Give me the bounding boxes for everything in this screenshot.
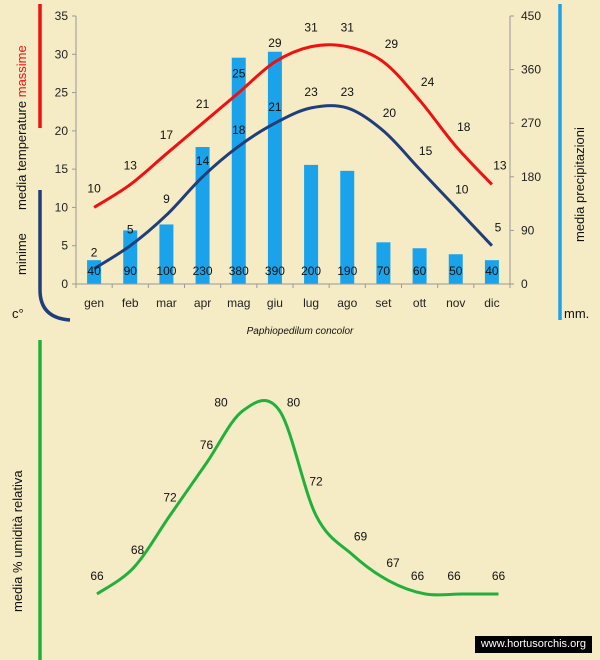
precip-value-label: 70: [377, 264, 391, 278]
precip-bar-nov: [448, 254, 463, 284]
max-temp-label: 13: [124, 158, 138, 172]
max-temp-line: [93, 43, 493, 209]
min-temp-label: 15: [419, 144, 433, 158]
y-left-min-label: minime: [14, 233, 29, 275]
x-tick-label-ott: ott: [413, 296, 427, 310]
y-right-tick-label: 450: [521, 9, 541, 23]
precip-bar-mag: [231, 57, 246, 284]
max-temp-label: 25: [232, 67, 246, 81]
min-temp-label: 10: [455, 182, 469, 196]
max-temp-label: 29: [385, 37, 399, 51]
max-temp-label: 31: [304, 21, 318, 35]
humidity-value-label: 66: [492, 569, 506, 583]
precip-bar-lug: [304, 164, 319, 284]
y-left-tick-label: 25: [55, 86, 69, 100]
max-temp-label: 13: [493, 158, 507, 172]
max-temp-label: 31: [341, 21, 355, 35]
humidity-line: [96, 399, 499, 597]
max-temp-label: 18: [457, 120, 471, 134]
humidity-value-label: 66: [411, 569, 425, 583]
y-right-tick-label: 0: [521, 277, 528, 291]
x-tick-label-apr: apr: [194, 296, 211, 310]
humidity-value-label: 67: [386, 556, 400, 570]
precip-bar-set: [376, 242, 391, 284]
min-temp-label: 21: [268, 100, 282, 114]
humidity-value-label: 76: [200, 438, 214, 452]
humidity-value-label: 80: [214, 396, 228, 410]
humidity-value-label: 72: [309, 474, 323, 488]
precip-value-label: 190: [337, 264, 357, 278]
x-tick-label-mar: mar: [156, 296, 177, 310]
min-temp-label: 9: [163, 192, 170, 206]
x-tick-label-ago: ago: [337, 296, 357, 310]
max-temp-label: 29: [268, 36, 282, 50]
min-temp-label: 5: [127, 223, 134, 237]
humidity-value-label: 66: [90, 569, 104, 583]
precip-bar-giu: [267, 51, 282, 284]
humidity-value-label: 80: [287, 396, 301, 410]
min-temp-label: 23: [341, 85, 355, 99]
precip-value-label: 40: [485, 264, 499, 278]
y-right-unit: mm.: [564, 306, 589, 321]
y-left-tick-label: 30: [55, 47, 69, 61]
x-tick-label-set: set: [375, 296, 392, 310]
precip-value-label: 390: [265, 264, 285, 278]
precip-value-label: 200: [301, 264, 321, 278]
min-temp-label: 2: [91, 246, 98, 260]
watermark: www.hortusorchis.org: [474, 636, 592, 653]
x-tick-label-dic: dic: [484, 296, 499, 310]
min-temp-label: 23: [304, 85, 318, 99]
precip-bar-mar: [159, 224, 174, 284]
y-right-axis-title: media precipitazioni: [572, 127, 587, 242]
humidity-value-label: 69: [354, 530, 368, 544]
precip-value-label: 380: [229, 264, 249, 278]
humidity-value-label: 72: [163, 490, 177, 504]
min-temp-label: 5: [495, 221, 502, 235]
y-right-tick-label: 360: [521, 63, 541, 77]
min-accent-stroke: [38, 190, 71, 322]
x-tick-label-mag: mag: [227, 296, 250, 310]
humidity-value-label: 66: [447, 569, 461, 583]
x-tick-label-feb: feb: [122, 296, 139, 310]
y-left-tick-label: 5: [61, 239, 68, 253]
humidity-value-label: 68: [131, 543, 145, 557]
precip-value-label: 90: [124, 264, 138, 278]
y-right-tick-label: 90: [521, 223, 535, 237]
y-left-tick-label: 20: [55, 124, 69, 138]
x-tick-label-nov: nov: [446, 296, 465, 310]
precip-value-label: 50: [449, 264, 463, 278]
max-temp-label: 21: [196, 97, 210, 111]
min-temp-label: 14: [196, 154, 210, 168]
min-temp-line: [93, 104, 493, 270]
min-temp-label: 18: [232, 123, 246, 137]
y-right-tick-label: 270: [521, 116, 541, 130]
precip-value-label: 230: [193, 264, 213, 278]
x-tick-label-lug: lug: [303, 296, 319, 310]
max-temp-label: 24: [421, 75, 435, 89]
y-right-tick-label: 180: [521, 170, 541, 184]
chart-subtitle: Paphiopedilum concolor: [247, 326, 354, 337]
min-temp-label: 20: [383, 106, 397, 120]
y-left-tick-label: 15: [55, 162, 69, 176]
precip-value-label: 40: [87, 264, 101, 278]
precip-bar-ago: [340, 170, 355, 284]
precip-bar-dic: [484, 260, 499, 284]
precip-value-label: 60: [413, 264, 427, 278]
max-temp-label: 10: [87, 181, 101, 195]
humidity-axis-title: media % umidità relativa: [10, 470, 25, 612]
x-tick-label-giu: giu: [267, 296, 283, 310]
y-left-tick-label: 10: [55, 200, 69, 214]
y-left-tick-label: 0: [61, 277, 68, 291]
y-left-axis-title: media temperature massime: [14, 45, 29, 210]
y-left-unit: c°: [12, 306, 24, 321]
max-temp-label: 17: [160, 128, 174, 142]
precip-value-label: 100: [156, 264, 176, 278]
x-tick-label-gen: gen: [84, 296, 104, 310]
y-left-tick-label: 35: [55, 9, 69, 23]
precip-bar-ott: [412, 248, 427, 284]
